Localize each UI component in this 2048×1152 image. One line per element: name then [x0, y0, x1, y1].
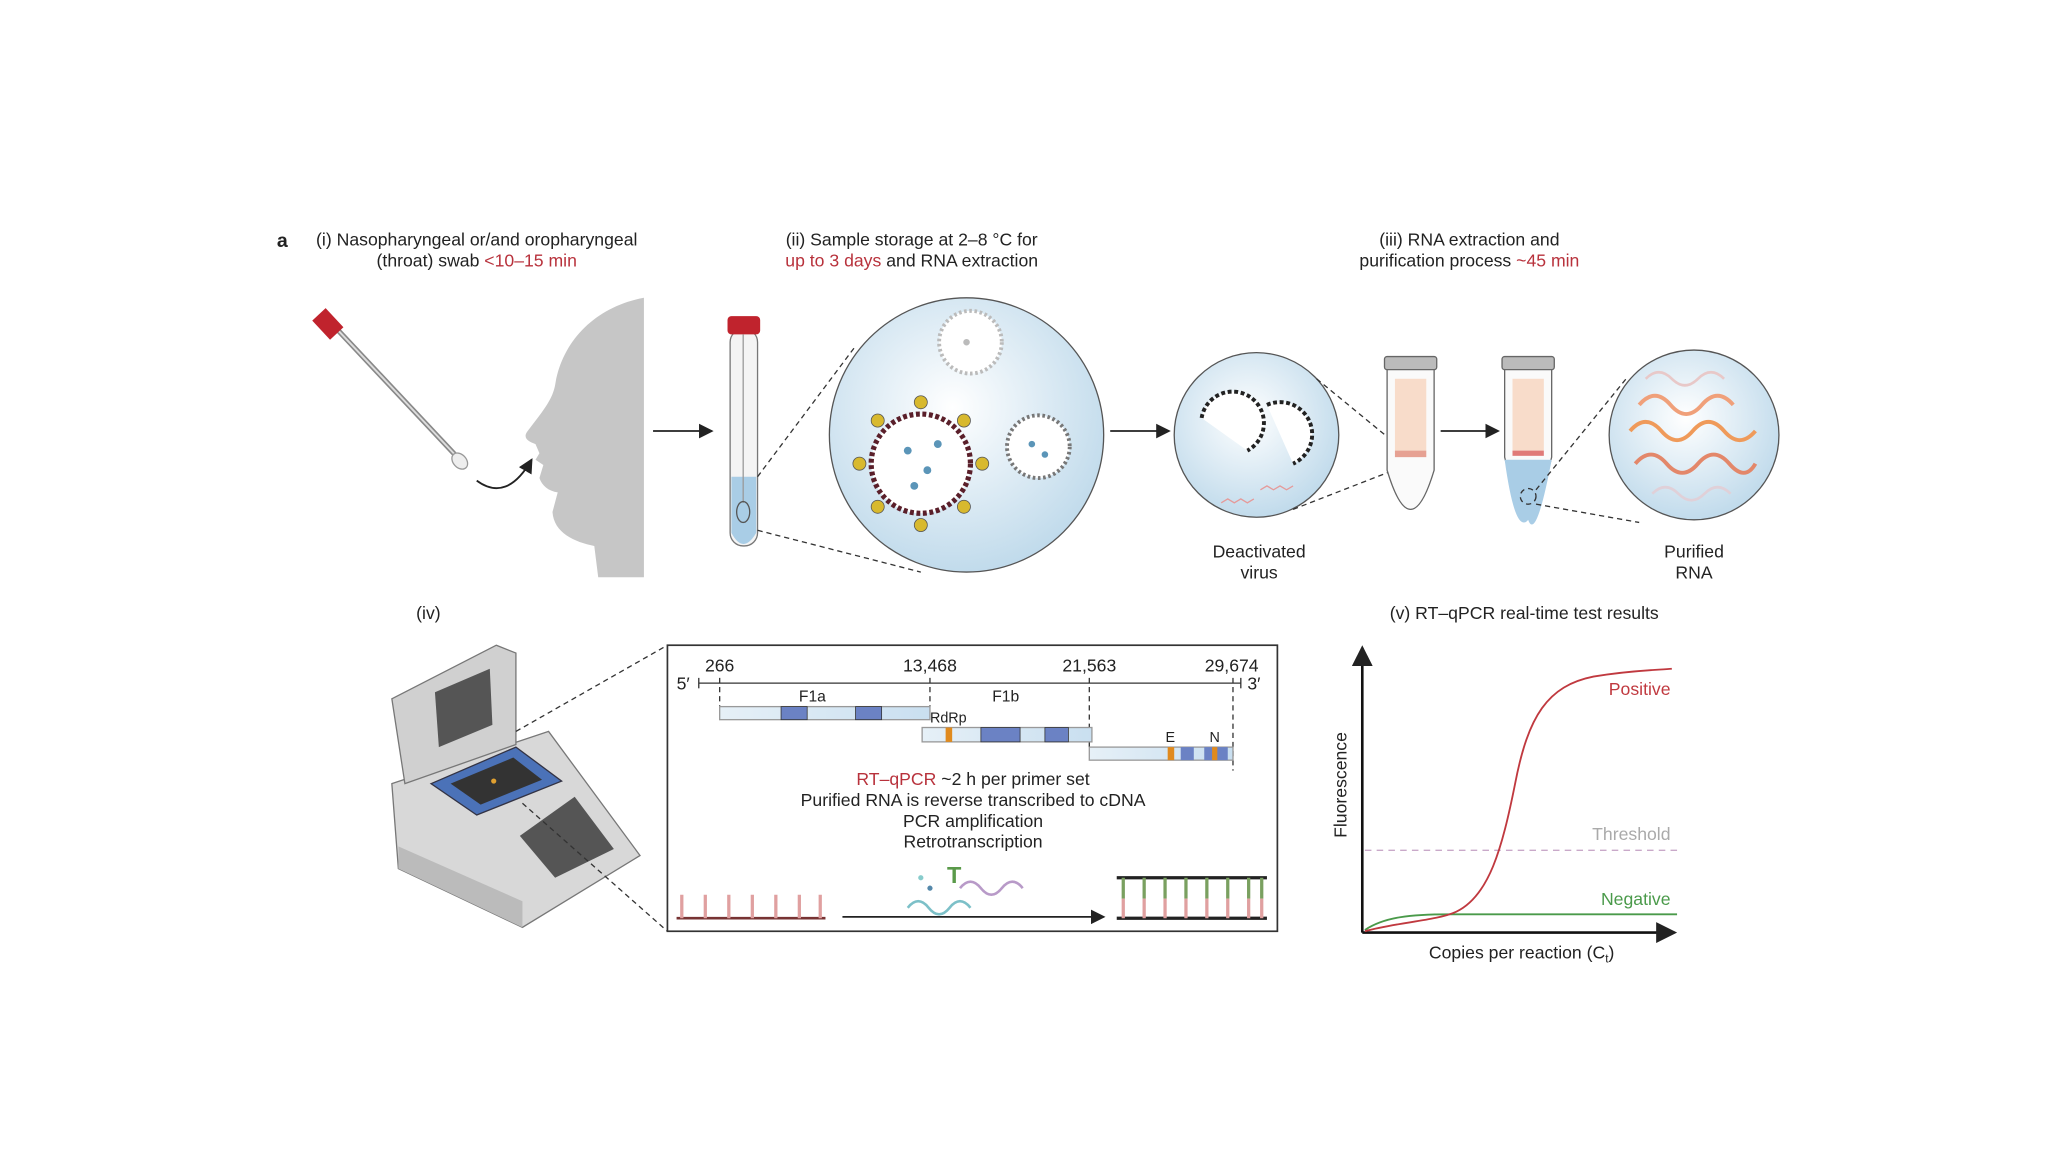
genome-position: 29,674	[1205, 655, 1259, 675]
purified-rna-circle	[1608, 349, 1780, 521]
deactivated-virus-fragments	[1199, 389, 1315, 504]
enzymes-and-primers: T	[906, 862, 1024, 916]
rna-strands	[1628, 370, 1758, 502]
step-iii-subtitle: purification process ~45 min	[1359, 250, 1579, 270]
x-axis-label: Copies per reaction (Ct)	[1429, 943, 1614, 966]
rtqpcr-line-2: Purified RNA is reverse transcribed to c…	[801, 790, 1146, 810]
virus-particles	[852, 308, 1072, 532]
positive-label: Positive	[1609, 679, 1671, 699]
rtqpcr-line-3: PCR amplification	[903, 811, 1043, 831]
positive-series-line	[1364, 667, 1672, 933]
purified-rna-label: Purified RNA	[1664, 542, 1724, 583]
rtqpcr-line-1: RT–qPCR ~2 h per primer set	[856, 769, 1089, 789]
segment-f1a-label: F1a	[799, 688, 826, 705]
deactivated-virus-label: Deactivated virus	[1213, 542, 1306, 583]
step-ii-title: (ii) Sample storage at 2–8 °C for	[786, 230, 1038, 250]
head-silhouette	[525, 297, 644, 578]
double-strand-cdna	[1116, 876, 1267, 920]
step-iii-title: (iii) RNA extraction and	[1379, 230, 1559, 250]
three-prime-label: 3′	[1247, 674, 1260, 694]
panel-letter: a	[277, 230, 289, 252]
single-strand-rna	[676, 894, 826, 920]
segment-rdrp-label: RdRp	[930, 710, 967, 726]
step-i-subtitle: (throat) swab <10–15 min	[377, 250, 577, 270]
step-iv-label: (iv)	[416, 603, 440, 623]
segment-e-label: E	[1165, 730, 1175, 746]
genome-position: 266	[705, 655, 735, 675]
chart-title: (v) RT–qPCR real-time test results	[1390, 603, 1659, 623]
structural-genes-bar	[1088, 746, 1234, 761]
five-prime-label: 5′	[677, 674, 690, 694]
genome-panel	[666, 644, 1279, 933]
step-ii-subtitle: up to 3 days and RNA extraction	[785, 250, 1038, 270]
step-i-title: (i) Nasopharyngeal or/and oropharyngeal	[316, 230, 637, 250]
negative-label: Negative	[1601, 889, 1671, 909]
segment-f1a-bar	[719, 705, 931, 721]
genome-position: 21,563	[1062, 655, 1116, 675]
pcr-machine	[391, 644, 641, 929]
extraction-tube-1	[1383, 355, 1438, 511]
sample-tube	[727, 316, 761, 547]
segment-n-label: N	[1210, 730, 1220, 746]
y-axis-label: Fluorescence	[1331, 732, 1351, 838]
rtqpcr-line-4: Retrotranscription	[904, 832, 1043, 852]
svg-text:T: T	[947, 862, 962, 888]
threshold-label: Threshold	[1592, 824, 1670, 844]
genome-position: 13,468	[903, 655, 957, 675]
rt-qpcr-chart: Positive Threshold Negative Copies per r…	[1331, 645, 1678, 966]
segment-f1b-label: F1b	[992, 688, 1019, 705]
extraction-tube-2	[1501, 355, 1555, 525]
swab-illustration	[312, 308, 533, 490]
